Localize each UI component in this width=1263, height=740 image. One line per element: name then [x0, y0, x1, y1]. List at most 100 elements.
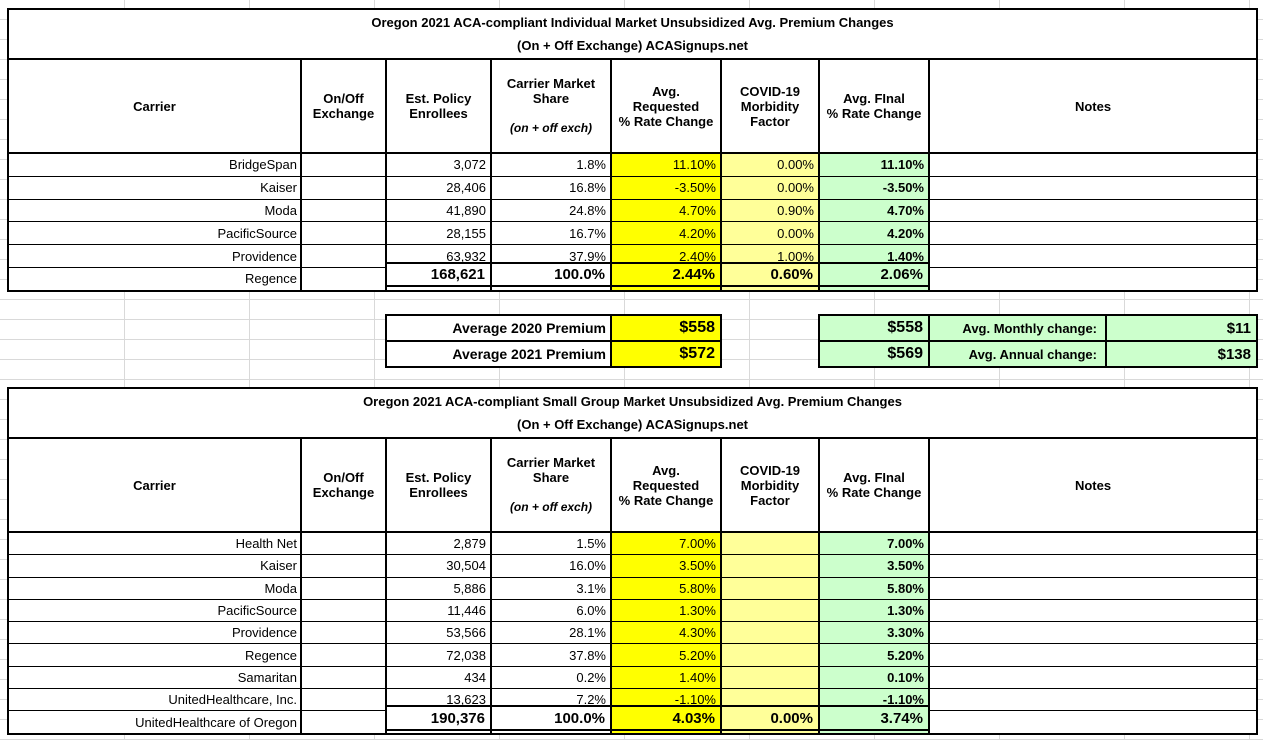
- cell-exchange: [300, 576, 387, 600]
- cell-notes: [927, 621, 1259, 645]
- total-enrollees: 190,376: [385, 705, 492, 731]
- cell-covid: [720, 665, 820, 690]
- carrier-row: Providence 53,566 28.1% 4.30% 3.30%: [7, 621, 1259, 645]
- premium-label: Average 2021 Premium: [385, 340, 612, 368]
- cell-requested: 4.20%: [610, 221, 722, 246]
- total-covid: 0.00%: [720, 705, 820, 731]
- cell-enrollees: 72,038: [385, 643, 492, 667]
- header-notes: Notes: [927, 437, 1259, 533]
- cell-enrollees: 11,446: [385, 598, 492, 623]
- cell-covid: 0.00%: [720, 152, 820, 177]
- cell-notes: [927, 688, 1259, 712]
- column-header-row: Carrier On/Off Exchange Est. Policy Enro…: [7, 58, 1259, 154]
- total-requested: 2.44%: [610, 262, 722, 287]
- cell-requested: 4.70%: [610, 198, 722, 223]
- cell-exchange: [300, 531, 387, 556]
- cell-exchange: [300, 598, 387, 623]
- cell-market-share: 28.1%: [490, 621, 612, 645]
- carrier-row: PacificSource 11,446 6.0% 1.30% 1.30%: [7, 598, 1259, 623]
- total-enrollees: 168,621: [385, 262, 492, 287]
- header-exchange: On/Off Exchange: [300, 58, 387, 154]
- cell-market-share: 24.8%: [490, 198, 612, 223]
- total-share: 100.0%: [490, 705, 612, 731]
- premium-requested-value: $558: [610, 314, 722, 342]
- totals-row: 190,376 100.0% 4.03% 0.00% 3.74%: [385, 705, 930, 731]
- cell-market-share: 37.8%: [490, 643, 612, 667]
- cell-carrier: Moda: [7, 576, 302, 600]
- cell-carrier: Health Net: [7, 531, 302, 556]
- cell-covid: 0.90%: [720, 198, 820, 223]
- total-share: 100.0%: [490, 262, 612, 287]
- premium-final-value: $558: [818, 314, 930, 342]
- table-title: Oregon 2021 ACA-compliant Individual Mar…: [6, 8, 1259, 60]
- cell-exchange: [300, 554, 387, 578]
- cell-notes: [927, 152, 1259, 177]
- cell-final: 7.00%: [818, 531, 930, 556]
- carrier-row: Health Net 2,879 1.5% 7.00% 7.00%: [7, 531, 1259, 556]
- table-title: Oregon 2021 ACA-compliant Small Group Ma…: [6, 387, 1259, 439]
- header-carrier: Carrier: [7, 437, 302, 533]
- cell-exchange: [300, 175, 387, 200]
- carrier-row: BridgeSpan 3,072 1.8% 11.10% 0.00% 11.10…: [7, 152, 1259, 177]
- cell-covid: [720, 531, 820, 556]
- header-notes: Notes: [927, 58, 1259, 154]
- header-exchange: On/Off Exchange: [300, 437, 387, 533]
- cell-exchange: [300, 688, 387, 712]
- cell-carrier: Kaiser: [7, 554, 302, 578]
- cell-exchange: [300, 665, 387, 690]
- cell-exchange: [300, 198, 387, 223]
- cell-carrier: UnitedHealthcare of Oregon: [7, 710, 302, 735]
- carrier-row: Kaiser 30,504 16.0% 3.50% 3.50%: [7, 554, 1259, 578]
- cell-requested: 11.10%: [610, 152, 722, 177]
- totals-row: 168,621 100.0% 2.44% 0.60% 2.06%: [385, 262, 930, 287]
- cell-exchange: [300, 152, 387, 177]
- cell-exchange: [300, 710, 387, 735]
- cell-final: 4.20%: [818, 221, 930, 246]
- total-covid: 0.60%: [720, 262, 820, 287]
- premium-summary: Average 2020 Premium $558 $558 Avg. Mont…: [385, 314, 1258, 368]
- cell-exchange: [300, 266, 387, 292]
- header-requested: Avg. Requested % Rate Change: [610, 437, 722, 533]
- cell-market-share: 6.0%: [490, 598, 612, 623]
- premium-change-label: Avg. Monthly change:: [928, 314, 1107, 342]
- cell-notes: [927, 576, 1259, 600]
- cell-requested: 1.30%: [610, 598, 722, 623]
- cell-covid: 0.00%: [720, 175, 820, 200]
- cell-market-share: 16.8%: [490, 175, 612, 200]
- cell-carrier: PacificSource: [7, 598, 302, 623]
- header-carrier: Carrier: [7, 58, 302, 154]
- cell-market-share: 3.1%: [490, 576, 612, 600]
- cell-exchange: [300, 643, 387, 667]
- cell-carrier: Samaritan: [7, 665, 302, 690]
- header-market-share-main: Carrier Market Share: [506, 455, 596, 485]
- cell-notes: [927, 665, 1259, 690]
- cell-notes: [927, 598, 1259, 623]
- cell-exchange: [300, 621, 387, 645]
- cell-enrollees: 434: [385, 665, 492, 690]
- table-title-line2: (On + Off Exchange) ACASignups.net: [517, 38, 749, 53]
- cell-notes: [927, 643, 1259, 667]
- premium-change-label: Avg. Annual change:: [928, 340, 1107, 368]
- carrier-row: Moda 5,886 3.1% 5.80% 5.80%: [7, 576, 1259, 600]
- cell-carrier: UnitedHealthcare, Inc.: [7, 688, 302, 712]
- cell-enrollees: 28,155: [385, 221, 492, 246]
- cell-final: 5.80%: [818, 576, 930, 600]
- cell-notes: [927, 531, 1259, 556]
- cell-enrollees: 53,566: [385, 621, 492, 645]
- cell-market-share: 16.7%: [490, 221, 612, 246]
- cell-carrier: Kaiser: [7, 175, 302, 200]
- cell-final: 11.10%: [818, 152, 930, 177]
- cell-enrollees: 41,890: [385, 198, 492, 223]
- premium-label: Average 2020 Premium: [385, 314, 612, 342]
- premium-row: Average 2020 Premium $558 $558 Avg. Mont…: [385, 314, 1258, 342]
- table-title-row: Oregon 2021 ACA-compliant Small Group Ma…: [6, 387, 1259, 439]
- cell-final: 3.50%: [818, 554, 930, 578]
- header-requested: Avg. Requested % Rate Change: [610, 58, 722, 154]
- cell-enrollees: 5,886: [385, 576, 492, 600]
- total-requested: 4.03%: [610, 705, 722, 731]
- small-group-totals-row: 190,376 100.0% 4.03% 0.00% 3.74%: [385, 705, 930, 731]
- cell-enrollees: 3,072: [385, 152, 492, 177]
- cell-requested: 1.40%: [610, 665, 722, 690]
- carrier-row: PacificSource 28,155 16.7% 4.20% 0.00% 4…: [7, 221, 1259, 246]
- carrier-row: Kaiser 28,406 16.8% -3.50% 0.00% -3.50%: [7, 175, 1259, 200]
